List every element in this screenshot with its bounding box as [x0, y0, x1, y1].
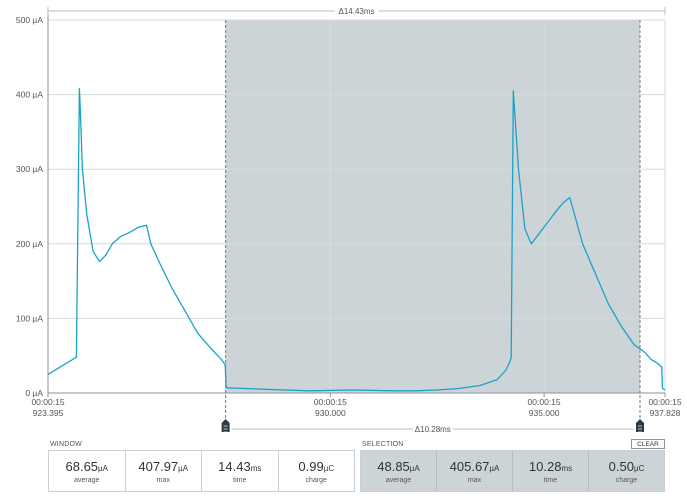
window-delta-label: Δ14.43ms — [338, 7, 374, 16]
selection-stats-panel: 48.85µA average 405.67µA max 10.28ms tim… — [360, 450, 665, 492]
markers[interactable]: Δ14.43ms Δ10.28ms — [47, 5, 666, 432]
x-tick-ms-label: 930.000 — [315, 408, 346, 418]
selection-max-stat: 405.67µA max — [436, 451, 512, 491]
x-tick-time-label: 00:00:15 — [31, 397, 64, 407]
x-tick-ms-label: 923.395 — [33, 408, 64, 418]
stat-unit: µC — [633, 464, 645, 473]
stat-label: charge — [615, 477, 638, 484]
stat-label: time — [233, 477, 247, 484]
window-stats-panel: 68.65µA average 407.97µA max 14.43ms tim… — [48, 450, 355, 492]
y-axis-ticks: 0 µA 100 µA 200 µA 300 µA 400 µA 500 µA — [16, 15, 43, 398]
stat-unit: µA — [178, 464, 189, 473]
stat-unit: µA — [489, 464, 500, 473]
x-tick-ms-label: 937.828 — [650, 408, 681, 418]
x-tick-ms-label: 935.000 — [529, 408, 560, 418]
window-panel-title: WINDOW — [50, 441, 82, 448]
window-average-stat: 68.65µA average — [49, 451, 125, 491]
cursor-handle-left-icon[interactable] — [221, 419, 230, 432]
y-tick-label: 500 µA — [16, 15, 43, 25]
stat-label: average — [385, 477, 412, 484]
stat-value: 48.85 — [377, 459, 410, 474]
stat-value: 0.99 — [298, 459, 324, 474]
stat-value: 405.67 — [449, 459, 490, 474]
trace-line — [47, 87, 666, 392]
y-tick-label: 100 µA — [16, 313, 43, 323]
stat-label: time — [543, 477, 558, 484]
stat-label: max — [156, 477, 170, 484]
x-tick-time-label: 00:00:15 — [528, 397, 561, 407]
window-max-stat: 407.97µA max — [124, 451, 202, 491]
stat-label: charge — [305, 477, 327, 484]
x-tick-time-label: 00:00:15 — [648, 397, 681, 407]
y-tick-label: 400 µA — [16, 90, 43, 100]
stat-value: 68.65 — [65, 459, 99, 474]
selection-delta-bg — [412, 423, 453, 432]
stat-value: 10.28 — [528, 459, 562, 474]
x-axis-ticks: 00:00:15923.39500:00:15930.00000:00:1593… — [31, 393, 682, 418]
selection-average-stat: 48.85µA average — [361, 451, 436, 491]
stat-value: 14.43 — [218, 459, 251, 474]
selection-panel-title: SELECTION — [362, 441, 404, 448]
stat-label: max — [467, 477, 482, 484]
axes — [47, 10, 665, 394]
selection-time-stat: 10.28ms time — [512, 451, 588, 491]
stat-label: average — [74, 477, 100, 484]
stat-unit: µC — [323, 464, 335, 473]
clear-selection-button[interactable]: CLEAR — [631, 439, 665, 449]
y-tick-label: 200 µA — [16, 239, 43, 249]
window-delta-bg — [334, 5, 379, 16]
selection-region[interactable] — [225, 20, 640, 393]
y-tick-label: 300 µA — [16, 164, 43, 174]
stat-value: 0.50 — [608, 459, 634, 474]
stat-unit: µA — [409, 464, 420, 473]
window-time-stat: 14.43ms time — [201, 451, 278, 491]
window-charge-stat: 0.99µC charge — [277, 451, 355, 491]
cursor-handle-right-icon[interactable] — [636, 419, 644, 432]
stat-value: 407.97 — [138, 459, 179, 474]
stat-unit: ms — [250, 464, 262, 473]
current-chart[interactable]: 0 µA 100 µA 200 µA 300 µA 400 µA 500 µA 00:00… — [0, 0, 687, 432]
x-tick-time-label: 00:00:15 — [314, 397, 347, 407]
stat-unit: µA — [98, 464, 108, 473]
selection-charge-stat: 0.50µC charge — [588, 451, 664, 491]
y-tick-label: 0 µA — [25, 388, 43, 398]
selection-fill — [225, 20, 640, 393]
selection-delta-label: Δ10.28ms — [415, 425, 451, 432]
stat-unit: ms — [561, 464, 573, 473]
current-trace — [47, 87, 666, 392]
